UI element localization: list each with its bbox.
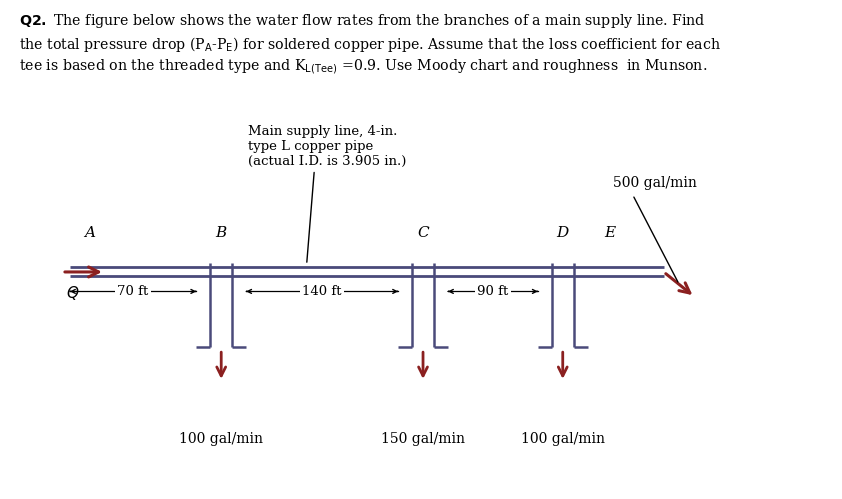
Text: 100 gal/min: 100 gal/min — [520, 432, 605, 446]
Text: the total pressure drop (P$_{\rm A}$-P$_{\rm E}$) for soldered copper pipe. Assu: the total pressure drop (P$_{\rm A}$-P$_… — [19, 35, 722, 54]
Text: C: C — [418, 226, 429, 240]
Text: 140 ft: 140 ft — [302, 285, 342, 298]
Text: 100 gal/min: 100 gal/min — [179, 432, 264, 446]
Text: 500 gal/min: 500 gal/min — [613, 176, 697, 190]
Text: tee is based on the threaded type and K$_{\rm L(Tee)}$ =0.9. Use Moody chart and: tee is based on the threaded type and K$… — [19, 57, 707, 76]
Text: Main supply line, 4-in.
type L copper pipe
(actual I.D. is 3.905 in.): Main supply line, 4-in. type L copper pi… — [248, 125, 407, 168]
Text: $Q$: $Q$ — [66, 284, 79, 302]
Text: $\mathbf{Q2.}$ The figure below shows the water flow rates from the branches of : $\mathbf{Q2.}$ The figure below shows th… — [19, 12, 706, 30]
Text: 70 ft: 70 ft — [118, 285, 149, 298]
Text: 90 ft: 90 ft — [477, 285, 509, 298]
Text: B: B — [216, 226, 226, 240]
Text: E: E — [604, 226, 615, 240]
Text: 150 gal/min: 150 gal/min — [381, 432, 465, 446]
Text: A: A — [83, 226, 95, 240]
Text: D: D — [557, 226, 569, 240]
